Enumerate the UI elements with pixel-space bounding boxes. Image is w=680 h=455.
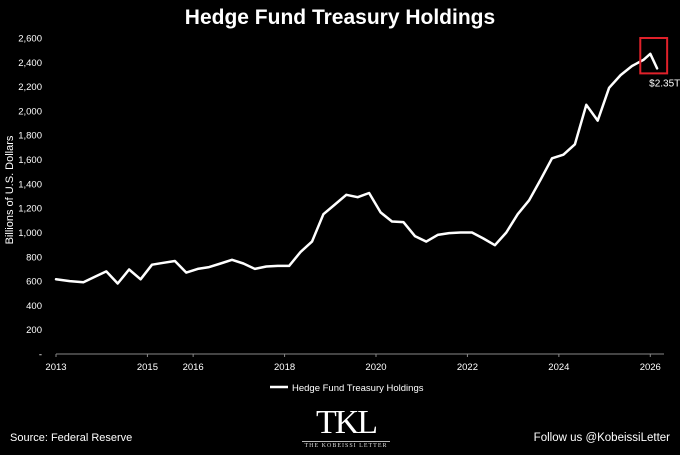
data-point — [368, 192, 370, 194]
data-point — [379, 211, 381, 213]
data-point — [185, 271, 187, 273]
latest-value-highlight-box — [639, 37, 669, 75]
y-tick-label: 200 — [26, 325, 42, 336]
x-tick-label: 2026 — [640, 362, 661, 373]
data-point — [574, 143, 576, 145]
x-tick-label: 2022 — [457, 362, 478, 373]
data-point — [69, 280, 71, 282]
data-point — [277, 265, 279, 267]
data-point — [128, 268, 130, 270]
data-point — [631, 65, 633, 67]
latest-value-annotation: $2.35T — [649, 78, 680, 89]
kobeissi-logo: TKL THE KOBEISSI LETTER — [296, 406, 396, 449]
data-point — [471, 231, 473, 233]
y-axis: - 200 400 600 800 1,000 1,200 1,400 1,600 1,800 2,… — [18, 34, 42, 361]
y-tick-label: - — [39, 350, 42, 361]
data-point — [288, 265, 290, 267]
data-point — [254, 268, 256, 270]
logo-subtext: THE KOBEISSI LETTER — [302, 441, 390, 449]
data-point — [517, 213, 519, 215]
x-tick-label: 2015 — [137, 362, 158, 373]
data-point — [139, 278, 141, 280]
data-point — [551, 157, 553, 159]
data-point — [505, 231, 507, 233]
data-point — [219, 262, 221, 264]
y-tick-label: 2,000 — [18, 106, 42, 117]
y-tick-label: 2,200 — [18, 82, 42, 93]
legend-label: Hedge Fund Treasury Holdings — [292, 383, 424, 394]
data-point — [402, 221, 404, 223]
y-axis-label: Billions of U.S. Dollars — [4, 135, 16, 244]
data-point — [197, 268, 199, 270]
data-point — [151, 264, 153, 266]
data-point — [656, 67, 658, 69]
data-point — [425, 240, 427, 242]
x-tick-label: 2020 — [365, 362, 386, 373]
y-tick-label: 400 — [26, 301, 42, 312]
chart-title: Hedge Fund Treasury Holdings — [184, 6, 496, 29]
data-point — [322, 213, 324, 215]
y-tick-label: 600 — [26, 277, 42, 288]
data-points — [55, 53, 659, 285]
source-note: Source: Federal Reserve — [10, 432, 133, 444]
data-point — [357, 196, 359, 198]
y-tick-label: 1,000 — [18, 228, 42, 239]
data-point — [642, 59, 644, 61]
data-point — [94, 276, 96, 278]
data-point — [585, 104, 587, 106]
data-point — [208, 266, 210, 268]
data-point — [649, 53, 651, 55]
x-tick-label: 2018 — [274, 362, 295, 373]
data-point — [437, 234, 439, 236]
x-tick-label: 2024 — [548, 362, 569, 373]
x-tick-label: 2016 — [183, 362, 204, 373]
data-point — [619, 74, 621, 76]
data-point — [265, 265, 267, 267]
data-point — [494, 244, 496, 246]
data-point — [55, 278, 57, 280]
data-point — [391, 220, 393, 222]
data-point — [414, 235, 416, 237]
data-point — [311, 240, 313, 242]
series-line-hedge-fund-treasury-holdings — [54, 52, 659, 285]
data-point — [231, 259, 233, 261]
data-point — [459, 231, 461, 233]
data-point — [562, 154, 564, 156]
y-tick-label: 800 — [26, 252, 42, 263]
data-point — [162, 262, 164, 264]
data-point — [608, 87, 610, 89]
data-point — [345, 194, 347, 196]
y-tick-label: 1,400 — [18, 179, 42, 190]
data-point — [117, 282, 119, 284]
y-tick-label: 1,200 — [18, 204, 42, 215]
y-tick-label: 2,600 — [18, 34, 42, 45]
follow-handle: Follow us @KobeissiLetter — [533, 432, 670, 444]
y-tick-label: 2,400 — [18, 58, 42, 69]
data-point — [334, 203, 336, 205]
x-tick-label: 2013 — [45, 362, 66, 373]
data-point — [299, 251, 301, 253]
data-point — [528, 199, 530, 201]
x-axis: 2013 2015 2016 2018 2020 2022 2024 2026 — [45, 354, 661, 373]
data-point — [597, 119, 599, 121]
data-point — [242, 262, 244, 264]
logo-mark: TKL — [315, 404, 378, 441]
y-tick-label: 1,800 — [18, 131, 42, 142]
y-tick-label: 1,600 — [18, 155, 42, 166]
legend: Hedge Fund Treasury Holdings — [270, 383, 424, 394]
data-point — [539, 178, 541, 180]
data-point — [174, 260, 176, 262]
data-point — [82, 281, 84, 283]
data-point — [105, 270, 107, 272]
data-point — [482, 237, 484, 239]
data-point — [448, 232, 450, 234]
